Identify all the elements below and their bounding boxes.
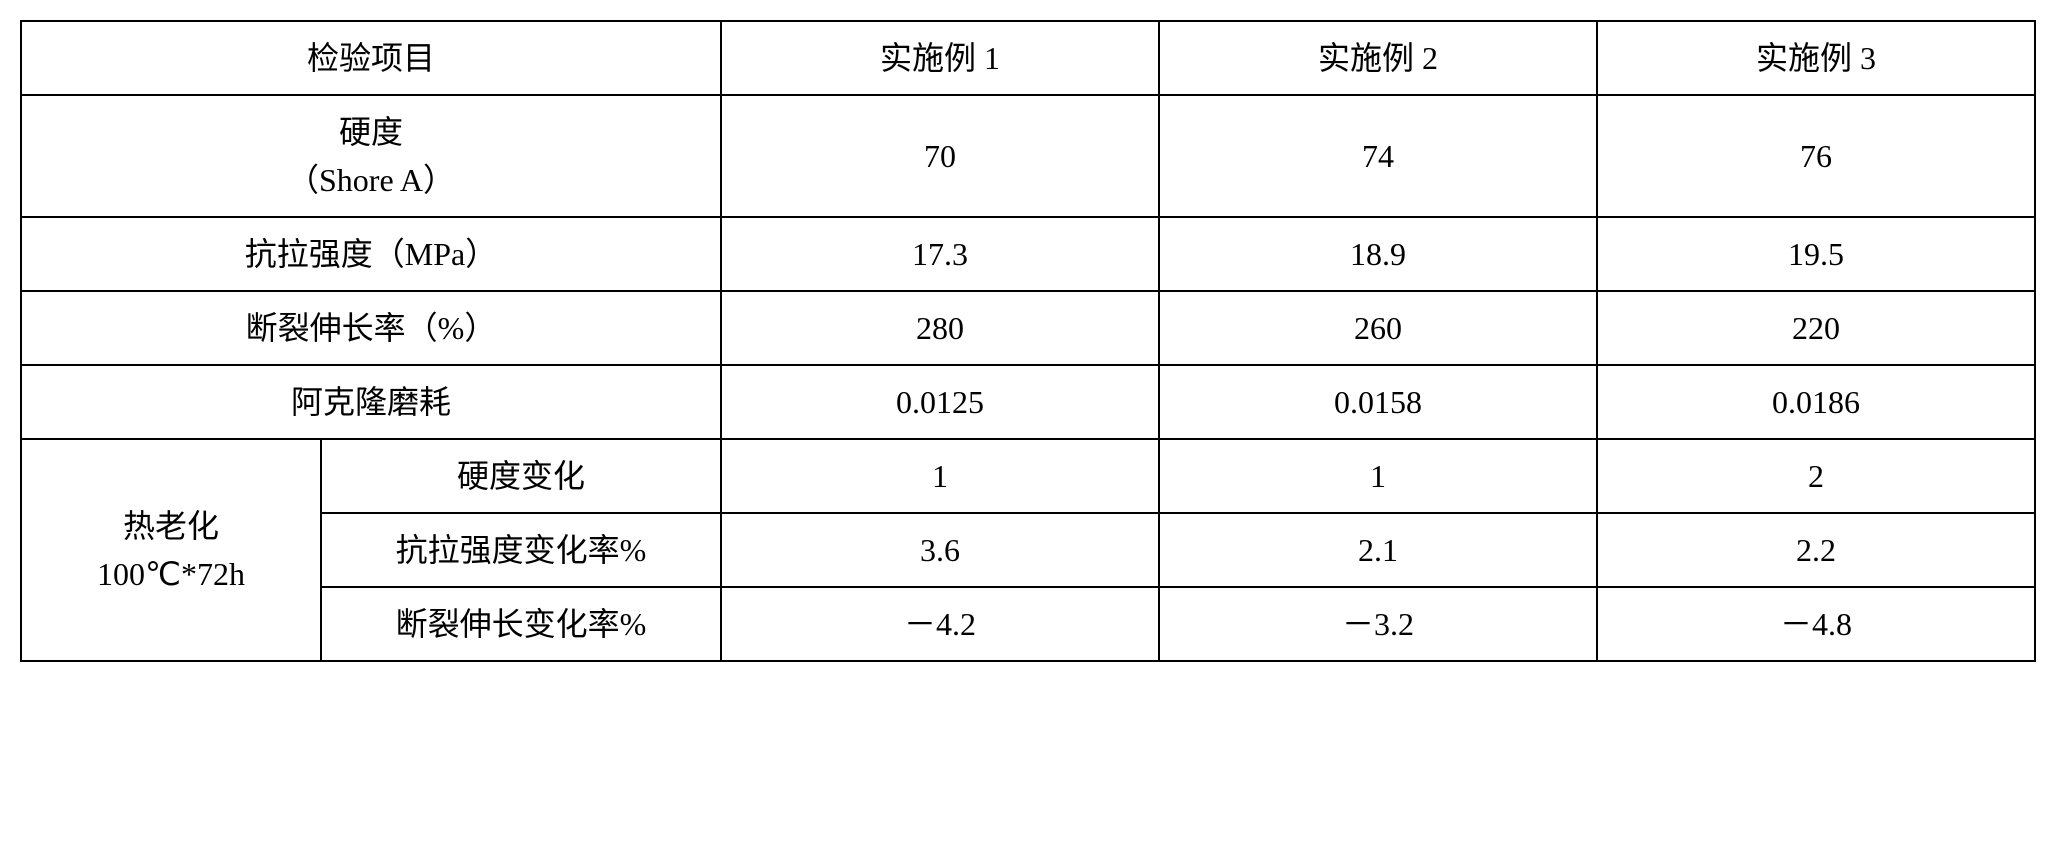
cell-value: 70: [721, 95, 1159, 217]
header-example-2: 实施例 2: [1159, 21, 1597, 95]
cell-value: 0.0125: [721, 365, 1159, 439]
cell-value: 2.1: [1159, 513, 1597, 587]
cell-value: 2.2: [1597, 513, 2035, 587]
table-row: 抗拉强度（MPa） 17.3 18.9 19.5: [21, 217, 2035, 291]
row-label-tensile: 抗拉强度（MPa）: [21, 217, 721, 291]
cell-value: 18.9: [1159, 217, 1597, 291]
cell-value: 17.3: [721, 217, 1159, 291]
cell-value: 19.5: [1597, 217, 2035, 291]
row-label-aging-elongation: 断裂伸长变化率%: [321, 587, 721, 661]
cell-value: 0.0186: [1597, 365, 2035, 439]
table-row: 硬度（Shore A） 70 74 76: [21, 95, 2035, 217]
header-example-1: 实施例 1: [721, 21, 1159, 95]
cell-value: －4.2: [721, 587, 1159, 661]
row-label-hardness: 硬度（Shore A）: [21, 95, 721, 217]
row-label-akron: 阿克隆磨耗: [21, 365, 721, 439]
cell-value: 280: [721, 291, 1159, 365]
header-inspection-item: 检验项目: [21, 21, 721, 95]
table-row: 抗拉强度变化率% 3.6 2.1 2.2: [21, 513, 2035, 587]
cell-value: －4.8: [1597, 587, 2035, 661]
properties-table: 检验项目 实施例 1 实施例 2 实施例 3 硬度（Shore A） 70 74…: [20, 20, 2036, 662]
cell-value: 260: [1159, 291, 1597, 365]
table-row: 断裂伸长率（%） 280 260 220: [21, 291, 2035, 365]
row-group-label-aging: 热老化100℃*72h: [21, 439, 321, 661]
cell-value: 2: [1597, 439, 2035, 513]
row-label-aging-tensile: 抗拉强度变化率%: [321, 513, 721, 587]
cell-value: 0.0158: [1159, 365, 1597, 439]
row-label-elongation: 断裂伸长率（%）: [21, 291, 721, 365]
table-row: 阿克隆磨耗 0.0125 0.0158 0.0186: [21, 365, 2035, 439]
table-header-row: 检验项目 实施例 1 实施例 2 实施例 3: [21, 21, 2035, 95]
cell-value: 74: [1159, 95, 1597, 217]
cell-value: 220: [1597, 291, 2035, 365]
cell-value: 1: [1159, 439, 1597, 513]
row-label-aging-hardness: 硬度变化: [321, 439, 721, 513]
table-row: 断裂伸长变化率% －4.2 －3.2 －4.8: [21, 587, 2035, 661]
cell-value: 1: [721, 439, 1159, 513]
header-example-3: 实施例 3: [1597, 21, 2035, 95]
cell-value: 3.6: [721, 513, 1159, 587]
table-row: 热老化100℃*72h 硬度变化 1 1 2: [21, 439, 2035, 513]
cell-value: 76: [1597, 95, 2035, 217]
cell-value: －3.2: [1159, 587, 1597, 661]
